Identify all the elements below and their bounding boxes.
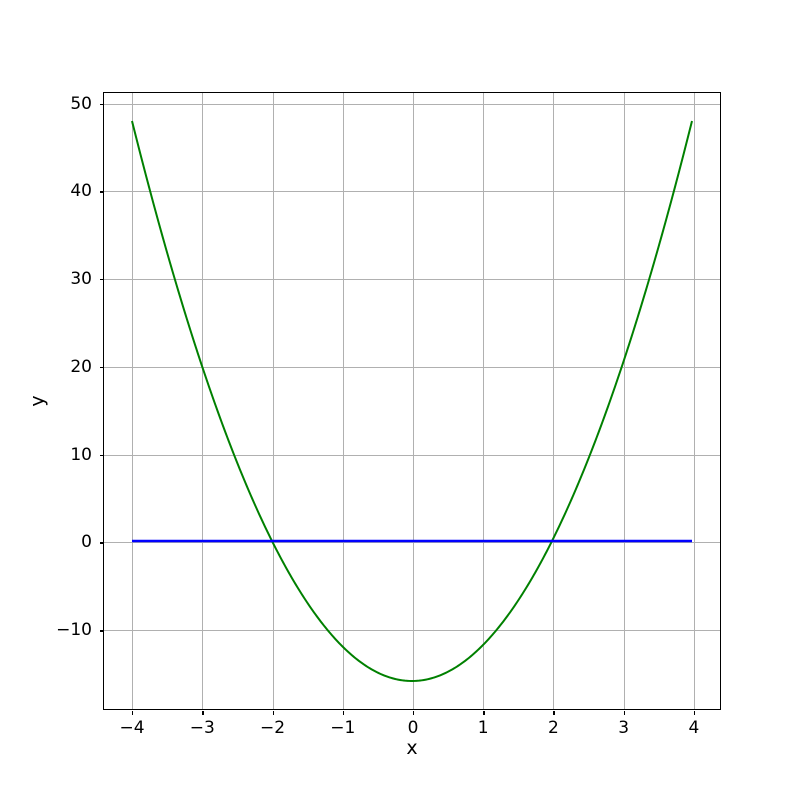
x-tick-label: 2: [548, 718, 559, 738]
y-axis-label-text: y: [27, 395, 49, 407]
x-tick-label: 0: [407, 718, 419, 738]
x-tick-label: 4: [688, 718, 700, 738]
x-tick-label: 1: [477, 718, 489, 738]
y-tick-mark: [100, 630, 104, 632]
x-tick-label: −4: [119, 718, 145, 738]
x-tick-label: −3: [189, 718, 215, 738]
y-tick-label: 40: [70, 181, 92, 202]
x-tick-mark: [132, 711, 134, 715]
y-axis-label: y: [27, 92, 49, 710]
gridline-vertical: [202, 93, 204, 709]
gridline-horizontal: [104, 279, 720, 281]
x-tick-mark: [413, 711, 415, 715]
x-axis-label-text: x: [406, 737, 418, 759]
y-tick-label: 50: [70, 93, 92, 114]
plot-surface: [104, 93, 720, 709]
x-tick-mark: [693, 711, 696, 715]
y-tick-label: −10: [56, 620, 92, 641]
y-tick-label: 10: [70, 444, 92, 465]
x-axis-label: x: [103, 737, 721, 759]
gridline-horizontal: [104, 191, 720, 193]
y-tick-mark: [100, 542, 104, 544]
y-tick-label: 0: [81, 532, 92, 553]
gridline-horizontal: [104, 454, 720, 456]
x-tick-mark: [483, 711, 485, 715]
y-tick-mark: [100, 279, 104, 281]
y-tick-label: 20: [70, 356, 92, 377]
gridline-horizontal: [104, 103, 720, 105]
x-tick-mark: [623, 711, 625, 715]
x-tick-label: −2: [260, 718, 286, 738]
gridline-vertical: [272, 93, 274, 709]
x-tick-mark: [202, 711, 204, 715]
gridline-vertical: [483, 93, 485, 709]
x-tick-label: 3: [618, 718, 630, 738]
x-tick-mark: [342, 711, 345, 715]
y-tick-label: 30: [70, 269, 92, 290]
plot-axes: −4 −3 −2 −1 0 1 2 3 4 −10 0 10 20 30 40 50: [56, 92, 721, 738]
gridline-horizontal: [104, 542, 720, 544]
x-tick-mark: [272, 711, 274, 715]
x-tick-label: −1: [330, 718, 356, 738]
gridline-horizontal: [104, 630, 720, 632]
gridline-vertical: [413, 93, 414, 709]
gridline-vertical: [623, 93, 625, 709]
y-tick-mark: [100, 191, 104, 193]
gridline-vertical: [693, 93, 695, 709]
gridline-horizontal: [104, 366, 720, 368]
series-line-parabola: [131, 120, 693, 682]
gridline-vertical: [553, 93, 555, 709]
gridline-vertical: [342, 93, 344, 709]
data-series-layer: [131, 120, 693, 682]
x-tick-mark: [553, 711, 555, 715]
y-tick-mark: [100, 366, 104, 369]
gridline-vertical: [132, 93, 134, 709]
y-tick-mark: [100, 454, 104, 456]
y-tick-mark: [100, 103, 104, 105]
